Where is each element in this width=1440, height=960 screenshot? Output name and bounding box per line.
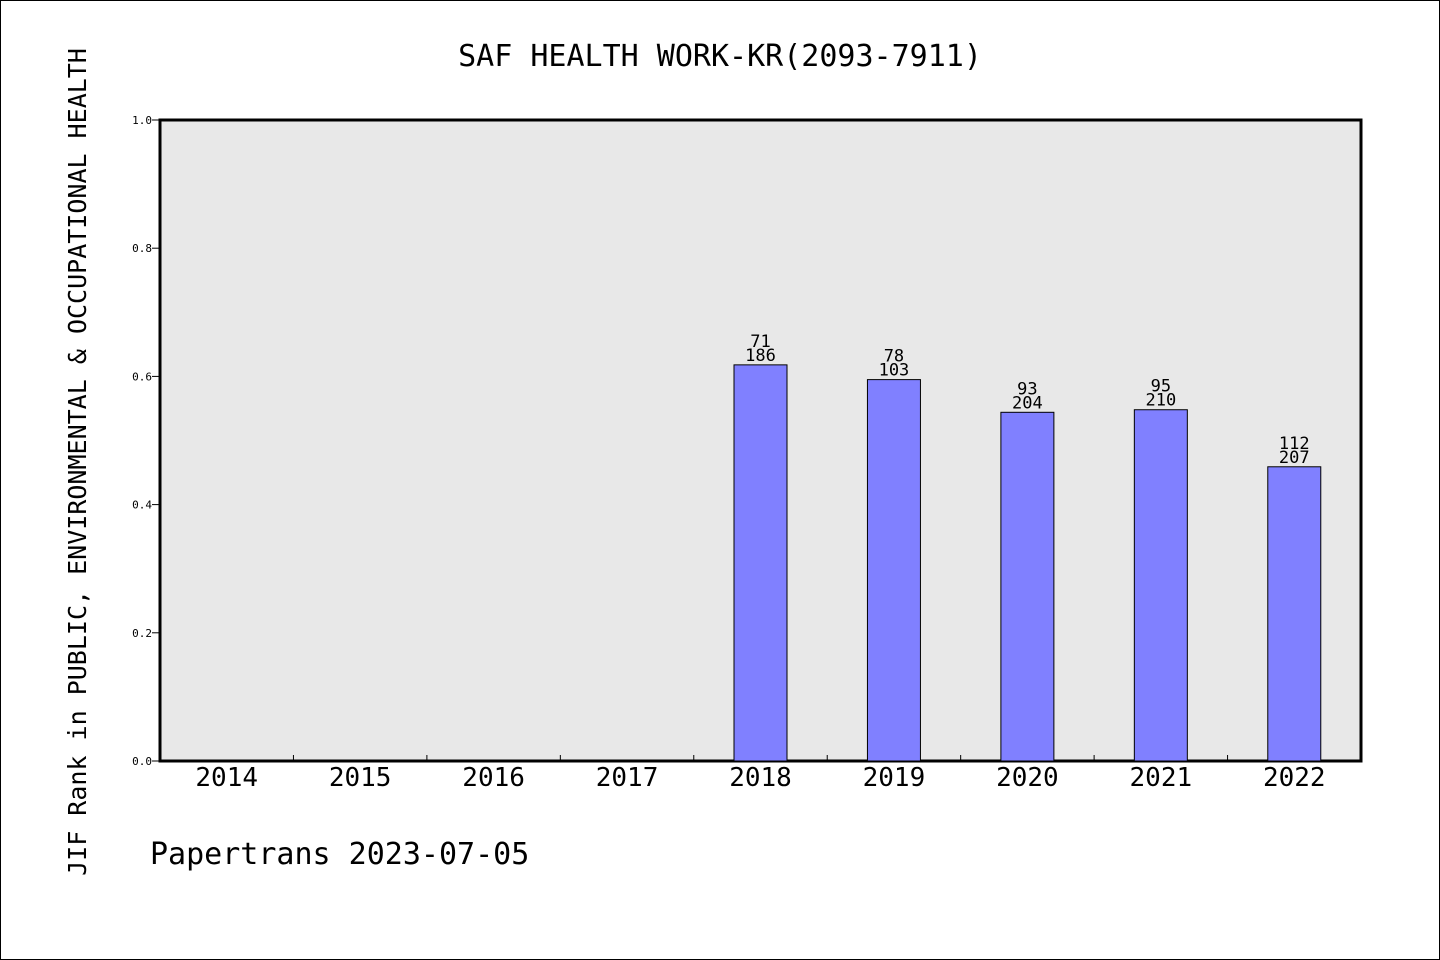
- x-tick-label: 2014: [195, 763, 258, 793]
- x-tick-label: 2015: [329, 763, 392, 793]
- x-tick-label: 2016: [462, 763, 525, 793]
- bar-rank-label: 71: [750, 332, 770, 352]
- y-axis: 0.0 0.2 0.4 0.6 0.8 1.0: [132, 114, 160, 768]
- x-axis: 2014 2015 2016 2017 2018 2019 2020 2021 2022: [195, 755, 1326, 793]
- bar-2021: [1133, 409, 1188, 762]
- x-tick-label: 2017: [596, 763, 659, 793]
- y-tick-label: 0.8: [132, 242, 152, 255]
- y-tick-label: 0.6: [132, 370, 152, 383]
- bar-2019: [866, 379, 921, 762]
- x-tick-label: 2022: [1263, 763, 1326, 793]
- chart-title: SAF HEALTH WORK-KR(2093-7911): [458, 39, 982, 74]
- x-tick-label: 2019: [863, 763, 926, 793]
- y-tick-label: 0.4: [132, 499, 152, 512]
- y-tick-label: 0.0: [132, 755, 152, 768]
- x-tick-label: 2021: [1130, 763, 1193, 793]
- y-tick-label: 1.0: [132, 114, 152, 127]
- y-axis-label: JIF Rank in PUBLIC, ENVIRONMENTAL & OCCU…: [63, 48, 92, 876]
- bar-total-label: 186: [745, 346, 776, 366]
- bar-total-label: 103: [879, 361, 910, 381]
- bar-rank-label: 93: [1017, 379, 1037, 399]
- bar-2018: [733, 364, 788, 762]
- bar-total-label: 204: [1012, 393, 1043, 413]
- bar-total-label: 207: [1279, 448, 1310, 468]
- bar-rank-label: 95: [1151, 377, 1171, 397]
- y-tick-label: 0.2: [132, 627, 152, 640]
- bar-rank-label: 78: [884, 347, 904, 367]
- bar-2020: [1000, 411, 1055, 762]
- bar-rank-label: 112: [1279, 434, 1310, 454]
- bar-2022: [1267, 466, 1322, 762]
- bar-total-label: 210: [1145, 391, 1176, 411]
- x-tick-label: 2020: [996, 763, 1059, 793]
- footer-text: Papertrans 2023-07-05: [150, 837, 529, 872]
- x-tick-label: 2018: [729, 763, 792, 793]
